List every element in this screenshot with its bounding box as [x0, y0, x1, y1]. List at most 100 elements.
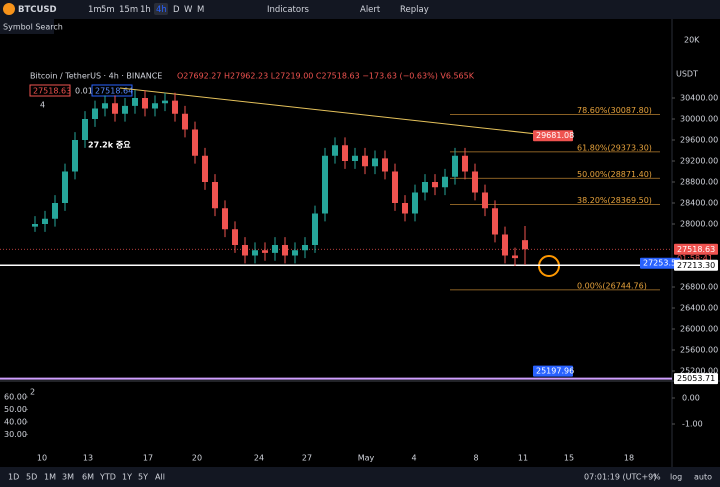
y-tick-label: 26800.00	[680, 283, 718, 292]
bid[interactable]: 27518.63	[33, 87, 71, 96]
candle-body	[172, 100, 178, 114]
candle-body	[162, 100, 168, 104]
candle-body	[112, 103, 118, 114]
range-button[interactable]: 6M	[82, 473, 94, 482]
candle-body	[182, 113, 188, 130]
fib-label: 38.20%(28369.50)	[577, 196, 652, 205]
indicators[interactable]: Indicators	[267, 5, 310, 15]
range-button[interactable]: 5Y	[138, 473, 148, 482]
rsi-tick-label: 40.00	[4, 418, 27, 427]
candle-body	[232, 229, 238, 245]
price-tag-label: 27213.30	[677, 261, 715, 270]
price-tag	[674, 243, 718, 255]
candle-body	[332, 145, 338, 156]
bid-box[interactable]	[29, 84, 71, 97]
range-button[interactable]: 1M	[44, 473, 56, 482]
y-tick-label: 25600.00	[680, 346, 718, 355]
toolbar	[0, 0, 720, 19]
y-tick-label: 28800.00	[680, 178, 718, 187]
candle-body	[92, 108, 98, 119]
interval[interactable]: 1h	[140, 5, 151, 15]
bottom-bar	[0, 467, 720, 487]
candle-body	[432, 182, 438, 188]
ohlc: O27692.27 H27962.23 L27219.00 C27518.63 …	[177, 72, 475, 81]
symbol-icon	[3, 3, 15, 15]
candle-body	[512, 255, 518, 259]
y-tick-label: 25200.00	[680, 367, 718, 376]
symbol[interactable]: BTCUSD	[18, 5, 57, 15]
candle-body	[222, 208, 228, 230]
interval[interactable]: 1m	[88, 5, 102, 15]
auto[interactable]: auto	[694, 473, 712, 482]
ask[interactable]: 27518.64	[95, 87, 133, 96]
price-tag	[640, 257, 680, 269]
y-tick-label: 28000.00	[680, 220, 718, 229]
interval[interactable]: 15m	[119, 5, 138, 15]
candle-body	[362, 155, 368, 167]
candle-body	[262, 250, 268, 253]
candle-body	[492, 208, 498, 235]
interval[interactable]: W	[184, 5, 193, 15]
candle-body	[312, 213, 318, 245]
candle-body	[152, 103, 158, 109]
candle-body	[302, 245, 308, 251]
candle-body	[462, 155, 468, 172]
date-label: 18	[624, 454, 634, 463]
range-button[interactable]: 3M	[62, 473, 74, 482]
y-tick-label: 26000.00	[680, 325, 718, 334]
candle-body	[82, 119, 88, 140]
interval-active	[154, 3, 168, 15]
range-button[interactable]: All	[155, 473, 165, 482]
interval[interactable]: 4h	[156, 5, 167, 15]
candle-body	[192, 129, 198, 156]
percent[interactable]: %	[653, 473, 661, 482]
price-tag-label: 25053.71	[677, 374, 715, 383]
candle-body	[122, 105, 128, 114]
candle-body	[452, 155, 458, 177]
indicator-count[interactable]: 4	[40, 101, 45, 110]
y-tick-label: 29600.00	[680, 136, 718, 145]
interval[interactable]: D	[173, 5, 180, 15]
candle-body	[42, 218, 48, 224]
alert[interactable]: Alert	[360, 5, 381, 15]
candle-body	[292, 250, 298, 256]
y-tick-label: 29200.00	[680, 157, 718, 166]
range-button[interactable]: YTD	[99, 473, 116, 482]
price-tag-label: 27518.63	[677, 245, 715, 254]
y-tick-label: 30000.00	[680, 115, 718, 124]
date-label: May	[358, 454, 375, 463]
range-button[interactable]: 1D	[8, 473, 19, 482]
candle-body	[102, 103, 108, 109]
range-button[interactable]: 1Y	[122, 473, 132, 482]
rsi-label: 2	[30, 388, 35, 397]
symbol-search[interactable]: Symbol Search	[3, 23, 63, 32]
candle-body	[472, 171, 478, 193]
candle-body	[402, 203, 408, 214]
interval[interactable]: 5m	[101, 5, 115, 15]
range-button[interactable]: 5D	[26, 473, 37, 482]
candle-body	[412, 192, 418, 214]
candle-body	[202, 155, 208, 182]
ask-box[interactable]	[91, 84, 133, 97]
date-label: 13	[83, 454, 93, 463]
candle-body	[342, 145, 348, 161]
candle-body	[482, 192, 488, 209]
interval[interactable]: M	[197, 5, 204, 15]
candle-body	[322, 155, 328, 214]
candle-body	[272, 245, 278, 253]
y-tick-label: 30400.00	[680, 94, 718, 103]
legend-title: Bitcoin / TetherUS · 4h · BINANCE	[30, 72, 162, 81]
spread: 0.01	[75, 87, 93, 96]
candle-body	[32, 224, 38, 227]
fib-label: 78.60%(30087.80)	[577, 106, 652, 115]
candle-body	[502, 234, 508, 256]
candle-body	[522, 240, 528, 250]
date-label: 11	[518, 454, 528, 463]
log[interactable]: log	[670, 473, 682, 482]
rsi-tick-label: 50.00	[4, 405, 27, 414]
date-label: 8	[473, 454, 478, 463]
currency: USDT	[676, 70, 698, 79]
replay[interactable]: Replay	[400, 5, 429, 15]
countdown: 01:58:41	[677, 254, 713, 263]
date-label: 15	[564, 454, 574, 463]
